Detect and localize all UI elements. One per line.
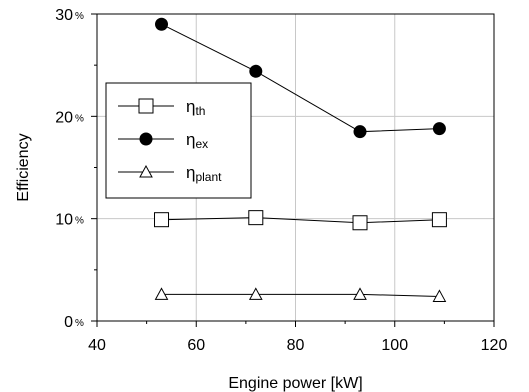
data-point-th: [249, 211, 263, 225]
series-th: [155, 211, 447, 230]
y-tick-unit: %: [75, 113, 84, 124]
y-tick-unit: %: [75, 216, 84, 227]
data-point-ex: [156, 18, 168, 30]
y-tick-label: 20: [55, 109, 73, 126]
data-point-th: [353, 216, 367, 230]
y-tick-label: 30: [55, 7, 73, 24]
legend-marker: [140, 133, 152, 145]
x-tick-label: 60: [187, 337, 205, 354]
data-point-ex: [354, 126, 366, 138]
data-point-th: [432, 213, 446, 227]
x-tick-label: 120: [481, 337, 508, 354]
data-point-ex: [250, 65, 262, 77]
legend-marker: [139, 99, 153, 113]
series-line-plant: [162, 294, 440, 296]
series-plant: [156, 288, 446, 301]
legend-box: [106, 83, 251, 198]
y-tick-label: 10: [55, 212, 73, 229]
x-tick-label: 80: [287, 337, 305, 354]
y-tick-unit: %: [75, 318, 84, 329]
x-tick-label: 40: [88, 337, 106, 354]
y-tick-unit: %: [75, 11, 84, 22]
y-axis-title: Efficiency: [15, 133, 32, 201]
data-point-th: [155, 213, 169, 227]
data-point-ex: [433, 123, 445, 135]
x-axis-title: Engine power [kW]: [228, 375, 362, 392]
y-tick-label: 0: [64, 314, 73, 331]
x-tick-label: 100: [381, 337, 408, 354]
